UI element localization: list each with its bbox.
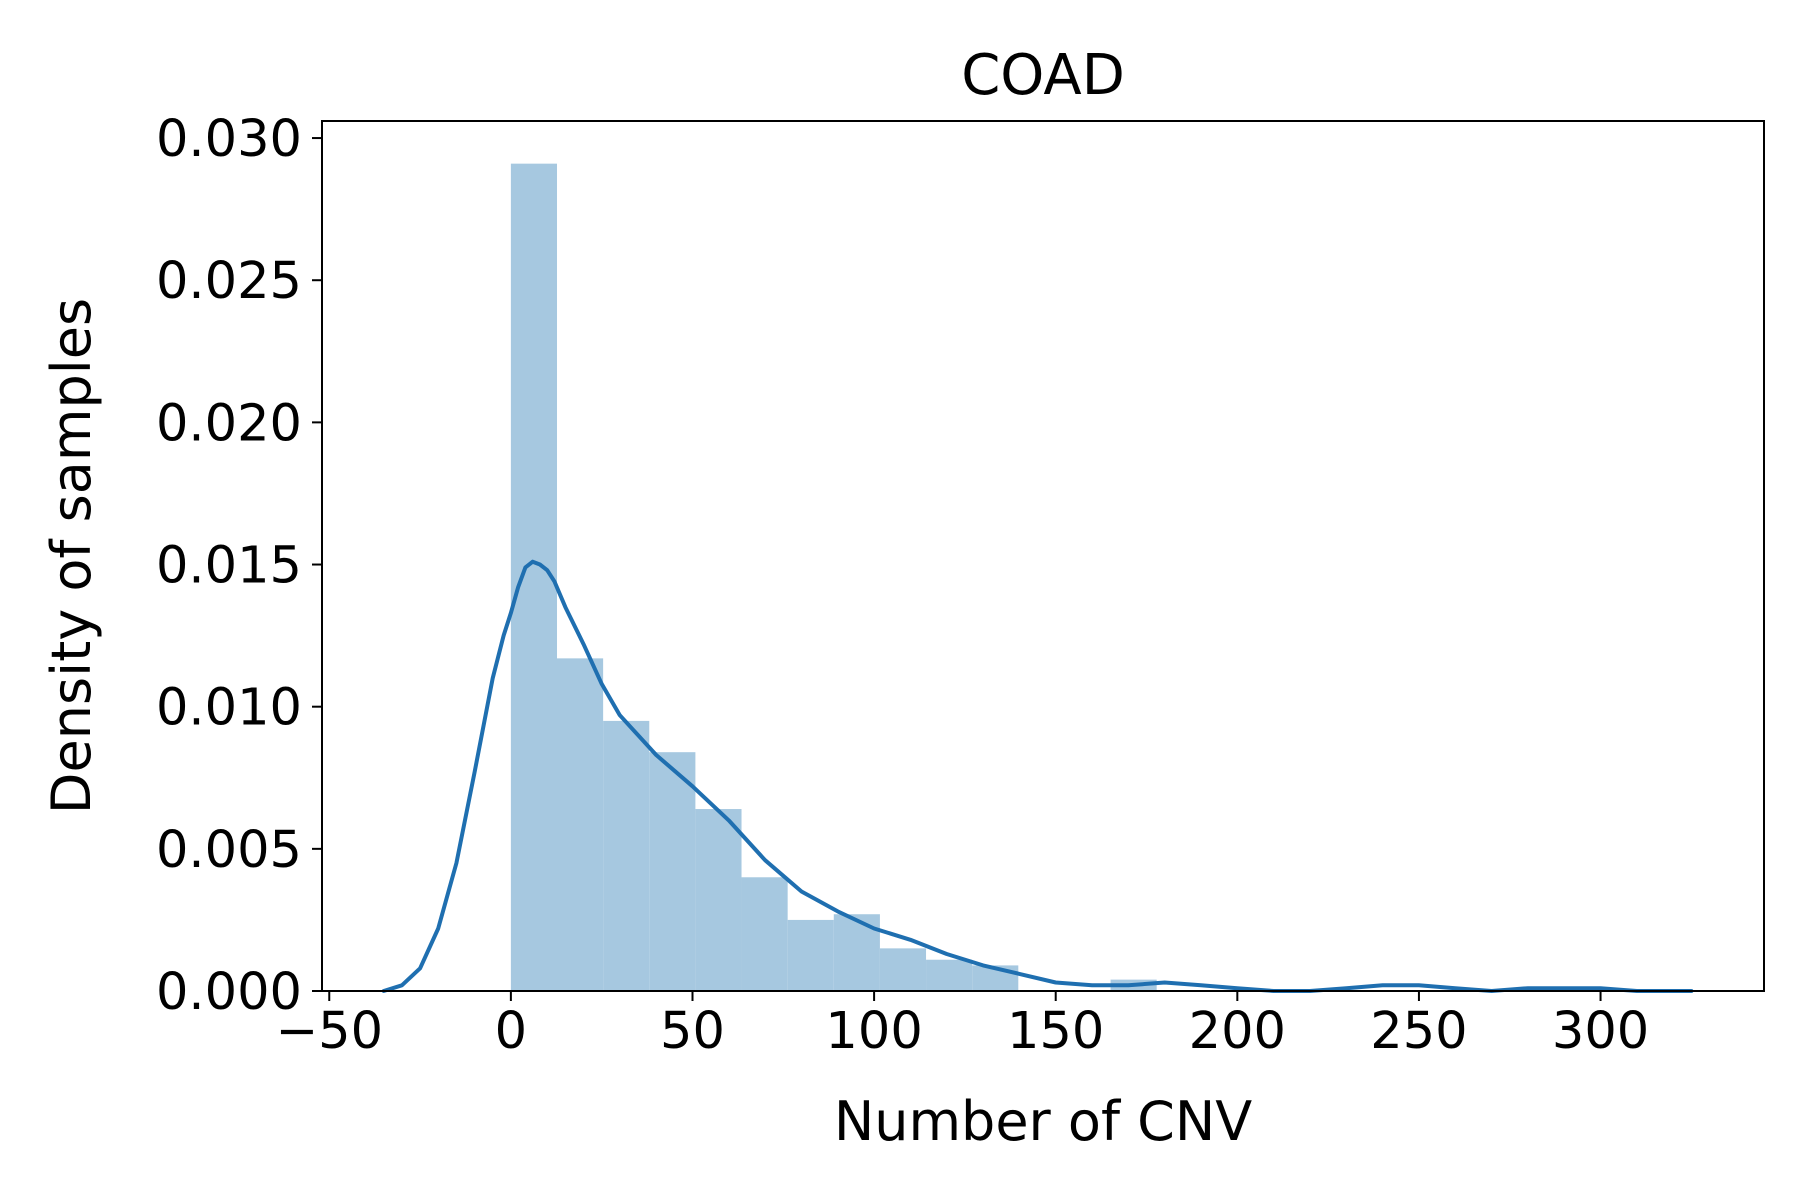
x-tick-label: 200: [1189, 1002, 1286, 1061]
histogram-bar: [926, 959, 973, 991]
x-tick-label: 100: [825, 1002, 922, 1061]
x-tick-label: −50: [275, 1002, 383, 1061]
chart-title: COAD: [961, 43, 1125, 108]
y-tick-label: 0.025: [156, 252, 302, 311]
y-tick-label: 0.030: [156, 110, 302, 169]
histogram-bar: [741, 877, 788, 991]
histogram-bar: [603, 720, 650, 991]
y-tick-label: 0.000: [156, 963, 302, 1022]
x-tick-label: 300: [1552, 1002, 1649, 1061]
y-tick-label: 0.020: [156, 394, 302, 453]
plot-area-frame: [321, 120, 1765, 992]
x-axis-label: Number of CNV: [834, 1090, 1252, 1153]
x-tick-label: 0: [495, 1002, 527, 1061]
histogram-bar: [510, 163, 558, 991]
y-tick-label: 0.015: [156, 537, 302, 596]
kde-density-line: [381, 559, 1694, 993]
kde-curve-layer: [381, 559, 1694, 993]
x-tick-label: 250: [1370, 1002, 1467, 1061]
histogram-bar: [833, 914, 880, 991]
y-axis-label: Density of samples: [40, 298, 103, 814]
y-tick-label: 0.005: [156, 821, 302, 880]
x-tick-label: 50: [660, 1002, 725, 1061]
histogram-bar: [557, 658, 604, 991]
histogram-bar: [787, 919, 834, 991]
histogram-bar: [695, 809, 742, 991]
y-tick-label: 0.010: [156, 679, 302, 738]
y-axis-ticks: 0.000 0.005 0.010 0.015 0.020 0.025 0.030: [156, 110, 322, 1022]
histogram-bar: [879, 948, 927, 991]
histogram-bars: [510, 163, 1157, 991]
x-axis-ticks: −50 0 50 100 150 200 250 300: [275, 991, 1649, 1061]
x-tick-label: 150: [1007, 1002, 1104, 1061]
histogram-bar: [649, 752, 696, 991]
